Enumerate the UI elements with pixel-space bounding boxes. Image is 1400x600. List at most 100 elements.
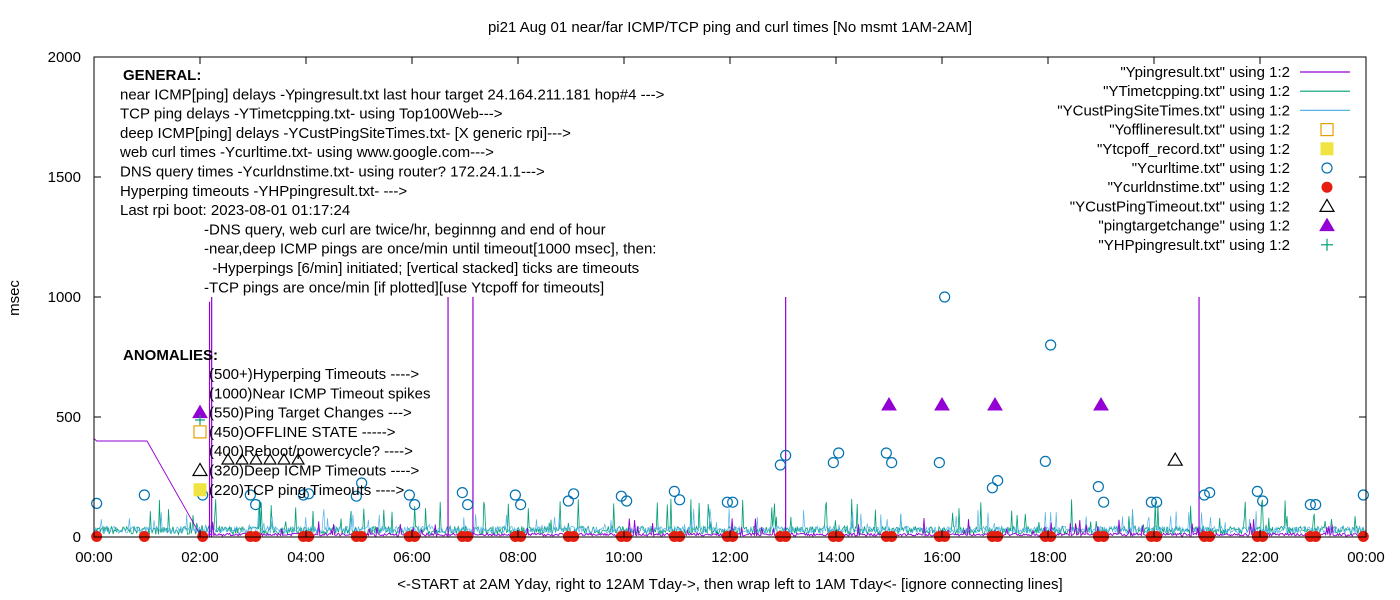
anomaly-glyph [248,452,264,465]
anomaly-note: (550)Ping Target Changes ---> [209,405,412,422]
x-tick-label: 16:00 [923,549,961,566]
legend-swatch-marker [1321,238,1333,251]
curl-time-point [727,496,739,508]
legend-label: "Ypingresult.txt" using 1:2 [1120,64,1290,81]
curl-time-point [509,489,521,501]
anomaly-note: (1000)Near ICMP Timeout spikes [209,385,430,402]
legend-swatch-marker [1319,217,1335,232]
curl-time-point [568,488,580,500]
notes-layer: GENERAL: near ICMP[ping] delays -Ypingres… [119,67,665,499]
anomaly-note: (500+)Hyperping Timeouts ----> [209,366,419,383]
curl-time-point [250,499,262,511]
x-tick-label: 12:00 [711,549,749,566]
curl-time-point [1198,489,1210,501]
x-tick-label: 20:00 [1135,549,1173,566]
curl-time-point [933,457,945,469]
curl-time-point [462,499,474,511]
curl-time-point [1145,496,1157,508]
curl-time-point [721,496,733,508]
curl-time-point [827,457,839,469]
y-tick-label: 0 [73,529,81,546]
ping-target-change-point [934,397,950,411]
curl-time-point [774,459,786,471]
y-tick-label: 1500 [48,169,81,186]
general-note: -near,deep ICMP pings are once/min until… [204,241,656,258]
anomaly-note: (320)Deep ICMP Timeouts ----> [209,463,419,480]
x-tick-label: 08:00 [499,549,537,566]
curl-time-point [562,495,574,507]
x-tick-label: 14:00 [817,549,855,566]
curl-time-point [833,447,845,459]
curl-time-point [515,499,527,511]
anomaly-glyph [290,452,306,465]
anomaly-note: (400)Reboot/powercycle? ----> [209,443,413,460]
anomaly-marker [193,425,207,439]
legend-label: "Ycurltime.txt" using 1:2 [1132,160,1290,177]
curl-time-point [350,490,362,502]
curl-time-point [1098,496,1110,508]
anomaly-glyph [276,452,292,465]
legend-swatch-marker [1321,162,1333,174]
curl-time-point [1045,339,1057,351]
anomaly-plus-marker [195,415,205,425]
curl-time-point [992,475,1004,487]
y-tick-label: 2000 [48,49,81,66]
curl-time-point [303,488,315,500]
legend-swatch-marker [1321,181,1333,193]
legend-label: "YCustPingTimeout.txt" using 1:2 [1070,198,1290,215]
curl-time-point [138,489,150,501]
curl-time-point [403,489,415,501]
x-axis-label: <-START at 2AM Yday, right to 12AM Tday-… [397,576,1062,593]
curl-time-point [886,457,898,469]
legend-label: "Yofflineresult.txt" using 1:2 [1109,122,1290,139]
cust-ping-timeout-point [1167,452,1184,466]
anomaly-note: (220)TCP ping Timeouts ----> [209,482,404,499]
ping-target-change-point [881,397,897,411]
curl-time-point [91,497,103,509]
curl-time-point [1251,485,1263,497]
general-note: Last rpi boot: 2023-08-01 01:17:24 [120,202,350,219]
legend-swatch-marker [1320,142,1334,156]
y-tick-label: 1000 [48,289,81,306]
curl-time-point [1357,489,1369,501]
x-tick-label: 02:00 [181,549,219,566]
curl-time-point [1304,499,1316,511]
curl-time-point [1092,481,1104,493]
curl-time-point [1204,487,1216,499]
x-tick-label: 00:00 [75,549,113,566]
anomaly-marker [191,462,209,477]
curl-time-point [1310,499,1322,511]
curl-time-point [297,489,309,501]
curl-time-point [880,447,892,459]
legend-label: "pingtargetchange" using 1:2 [1098,218,1290,235]
curl-time-point [244,489,256,501]
x-tick-label: 06:00 [393,549,431,566]
general-heading: GENERAL: [123,67,201,84]
ticks-layer: 00:00 02:00 04:00 06:00 08:00 10:00 12:00 14:00… [48,49,1385,566]
anomaly-glyph [234,452,250,465]
general-note: DNS query times -Ycurldnstime.txt- using… [120,164,545,181]
x-tick-label: 22:00 [1241,549,1279,566]
anomaly-marker [193,483,207,497]
legend-swatch-marker [1318,198,1336,212]
anomaly-glyph [220,452,236,465]
legend-label: "Ytcpoff_record.txt" using 1:2 [1097,141,1290,158]
legend-label: "Ycurldnstime.txt" using 1:2 [1108,179,1290,196]
curl-time-point [356,477,368,489]
general-note: -DNS query, web curl are twice/hr, begin… [204,221,606,238]
curl-time-point [621,495,633,507]
x-tick-label: 18:00 [1029,549,1067,566]
legend: "Ypingresult.txt" using 1:2 "YTimetcpping… [1057,64,1350,254]
legend-label: "YHPpingresult.txt" using 1:2 [1098,237,1290,254]
general-note: near ICMP[ping] delays -Ypingresult.txt … [120,86,665,103]
x-tick-label: 10:00 [605,549,643,566]
ping-target-change-point [1093,397,1109,411]
general-note: -Hyperpings [6/min] initiated; [vertical… [204,260,639,277]
legend-swatch-marker [1320,122,1334,137]
general-note: TCP ping delays -YTimetcpping.txt- using… [120,106,503,123]
y-axis-label: msec [6,280,23,316]
curl-time-point [1257,495,1269,507]
curl-time-point [674,494,686,506]
